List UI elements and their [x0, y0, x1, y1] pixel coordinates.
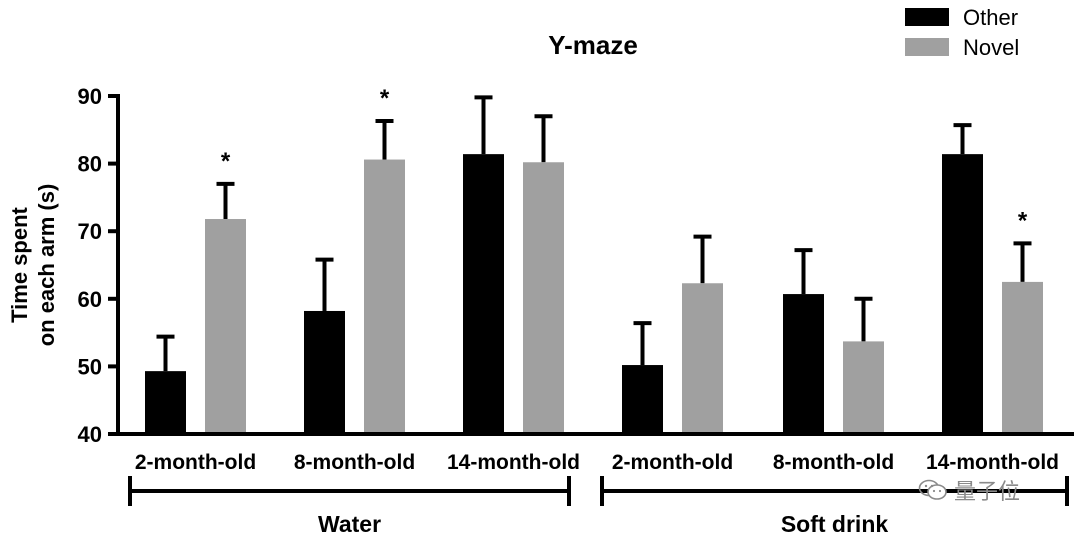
y-tick-label: 70	[78, 219, 102, 244]
bar-other	[942, 154, 983, 435]
y-tick-label: 40	[78, 422, 102, 447]
significance-star: *	[221, 148, 231, 175]
legend-swatch-other	[905, 8, 949, 26]
x-tick-label: 2-month-old	[612, 451, 733, 474]
y-axis-label-line: Time spent	[7, 206, 32, 322]
watermark-text: 量子位	[954, 480, 1021, 505]
y-axis-label: Time spenton each arm (s)	[7, 184, 59, 347]
y-tick-label: 60	[78, 287, 102, 312]
bar-other	[783, 294, 824, 434]
x-tick-label: 14-month-old	[447, 451, 580, 474]
bar-other	[622, 365, 663, 434]
legend-label: Other	[963, 5, 1018, 30]
bar-other	[145, 371, 186, 434]
y-tick-label: 80	[78, 152, 102, 177]
bar-novel	[682, 283, 723, 434]
significance-star: *	[380, 85, 390, 112]
wechat-icon	[918, 479, 947, 500]
bar-novel	[205, 219, 246, 434]
group-label: Soft drink	[781, 511, 889, 537]
bar-novel	[1002, 281, 1043, 434]
x-tick-label: 2-month-old	[135, 451, 256, 474]
chart-title: Y-maze	[548, 30, 638, 60]
legend-swatch-novel	[905, 38, 949, 56]
bar-novel	[364, 159, 405, 434]
y-axis-label-line: on each arm (s)	[34, 184, 59, 347]
watermark: 量子位	[918, 474, 1020, 506]
x-tick-label: 8-month-old	[294, 451, 415, 474]
x-tick-label: 8-month-old	[773, 451, 894, 474]
bar-novel	[843, 341, 884, 434]
bar-novel	[523, 162, 564, 435]
y-tick-label: 50	[78, 354, 102, 379]
x-tick-label: 14-month-old	[926, 451, 1059, 474]
bar-other	[463, 154, 504, 435]
legend-label: Novel	[963, 35, 1019, 60]
bar-other	[304, 310, 345, 434]
group-label: Water	[318, 511, 381, 537]
significance-star: *	[1018, 207, 1028, 234]
y-tick-label: 90	[78, 84, 102, 109]
